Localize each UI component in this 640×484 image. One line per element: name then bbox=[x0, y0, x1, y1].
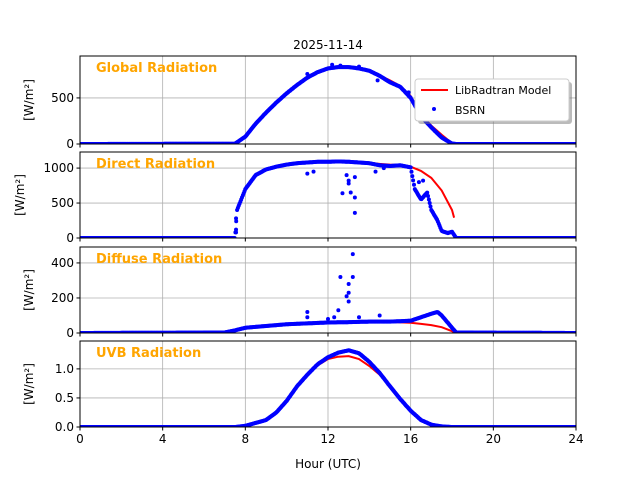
y-tick-label: 0 bbox=[66, 231, 74, 245]
panel-uvb-radiation: 0.0 0.5 1.0 0 4 8 12 16 20 24 UVB Radiation [W/m²] bbox=[22, 340, 584, 446]
panel-diffuse-radiation: 0 200 400 Diffuse Radiation [W/m²] bbox=[22, 246, 577, 340]
bsrn-point bbox=[350, 252, 355, 257]
bsrn-point bbox=[305, 309, 310, 314]
bsrn-point bbox=[234, 227, 239, 232]
bsrn-point bbox=[416, 180, 421, 185]
x-tick-label: 8 bbox=[242, 432, 250, 446]
panel-global-radiation: 0 500 Global Radiation [W/m²] bbox=[22, 55, 577, 151]
bsrn-point bbox=[338, 63, 343, 68]
panel-title: Diffuse Radiation bbox=[96, 252, 222, 267]
y-tick-label: 200 bbox=[51, 291, 74, 305]
bsrn-point bbox=[412, 182, 416, 187]
bsrn-point bbox=[377, 313, 382, 318]
bsrn-point bbox=[344, 294, 349, 299]
bsrn-point bbox=[352, 210, 357, 215]
y-tick-label: 0.5 bbox=[55, 391, 74, 405]
legend: LibRadtran Model BSRN bbox=[414, 78, 572, 124]
y-axis-label: [W/m²] bbox=[22, 363, 36, 405]
bsrn-point bbox=[340, 191, 345, 196]
bsrn-point bbox=[425, 190, 430, 195]
bsrn-point bbox=[305, 315, 310, 320]
bsrn-point bbox=[330, 62, 335, 67]
bsrn-point bbox=[410, 174, 415, 179]
panel-direct-radiation: 0 500 1000 Direct Radiation [W/m²] bbox=[13, 151, 577, 245]
bsrn-point bbox=[411, 178, 416, 183]
y-axis-label: [W/m²] bbox=[22, 79, 36, 121]
bsrn-point bbox=[375, 78, 380, 83]
bsrn-point bbox=[350, 274, 355, 279]
bsrn-point bbox=[346, 181, 351, 186]
bsrn-point bbox=[373, 169, 378, 174]
y-tick-label: 400 bbox=[51, 256, 74, 270]
panel-title: Direct Radiation bbox=[96, 157, 215, 172]
x-tick-label: 12 bbox=[320, 432, 335, 446]
bsrn-point bbox=[234, 230, 239, 235]
x-tick-label: 16 bbox=[403, 432, 418, 446]
bsrn-point bbox=[348, 190, 353, 195]
x-tick-label: 24 bbox=[568, 432, 583, 446]
y-tick-label: 0 bbox=[66, 326, 74, 340]
bsrn-point bbox=[406, 90, 411, 95]
y-tick-label: 0 bbox=[66, 137, 74, 151]
bsrn-point bbox=[381, 166, 386, 171]
bsrn-point bbox=[426, 194, 430, 198]
bsrn-point bbox=[408, 165, 413, 170]
bsrn-point bbox=[344, 173, 349, 178]
bsrn-point bbox=[352, 195, 357, 200]
bsrn-point bbox=[326, 316, 330, 321]
bsrn-point bbox=[428, 204, 433, 209]
y-tick-label: 500 bbox=[51, 91, 74, 105]
panel-title: UVB Radiation bbox=[96, 346, 201, 361]
bsrn-point bbox=[338, 274, 343, 279]
legend-bsrn-label: BSRN bbox=[455, 104, 485, 117]
y-tick-label: 0.0 bbox=[55, 420, 74, 434]
legend-bsrn-swatch bbox=[432, 107, 436, 111]
bsrn-point bbox=[352, 175, 357, 180]
y-tick-label: 1.0 bbox=[55, 362, 74, 376]
bsrn-point bbox=[346, 290, 351, 295]
bsrn-point bbox=[305, 171, 310, 176]
bsrn-point bbox=[305, 71, 310, 76]
bsrn-point bbox=[357, 64, 361, 69]
panel-title: Global Radiation bbox=[96, 61, 217, 76]
bsrn-point bbox=[409, 169, 414, 174]
bsrn-point bbox=[346, 178, 351, 183]
x-axis-label: Hour (UTC) bbox=[295, 457, 361, 471]
y-axis-label: [W/m²] bbox=[22, 269, 36, 311]
bsrn-point bbox=[234, 216, 239, 221]
y-tick-label: 500 bbox=[51, 196, 74, 210]
bsrn-point bbox=[346, 299, 351, 304]
bsrn-point bbox=[346, 281, 351, 286]
x-tick-label: 0 bbox=[76, 432, 84, 446]
y-axis-label: [W/m²] bbox=[13, 174, 27, 216]
legend-model-label: LibRadtran Model bbox=[455, 84, 551, 97]
bsrn-point bbox=[332, 315, 337, 320]
chart-title: 2025-11-14 bbox=[293, 38, 363, 52]
bsrn-point bbox=[421, 178, 426, 183]
x-tick-label: 4 bbox=[159, 432, 167, 446]
x-tick-label: 20 bbox=[486, 432, 501, 446]
bsrn-point bbox=[311, 169, 316, 174]
bsrn-point bbox=[427, 201, 432, 205]
bsrn-point bbox=[336, 308, 341, 313]
y-tick-label: 1000 bbox=[43, 161, 74, 175]
bsrn-point bbox=[426, 197, 431, 202]
bsrn-point bbox=[357, 315, 361, 320]
